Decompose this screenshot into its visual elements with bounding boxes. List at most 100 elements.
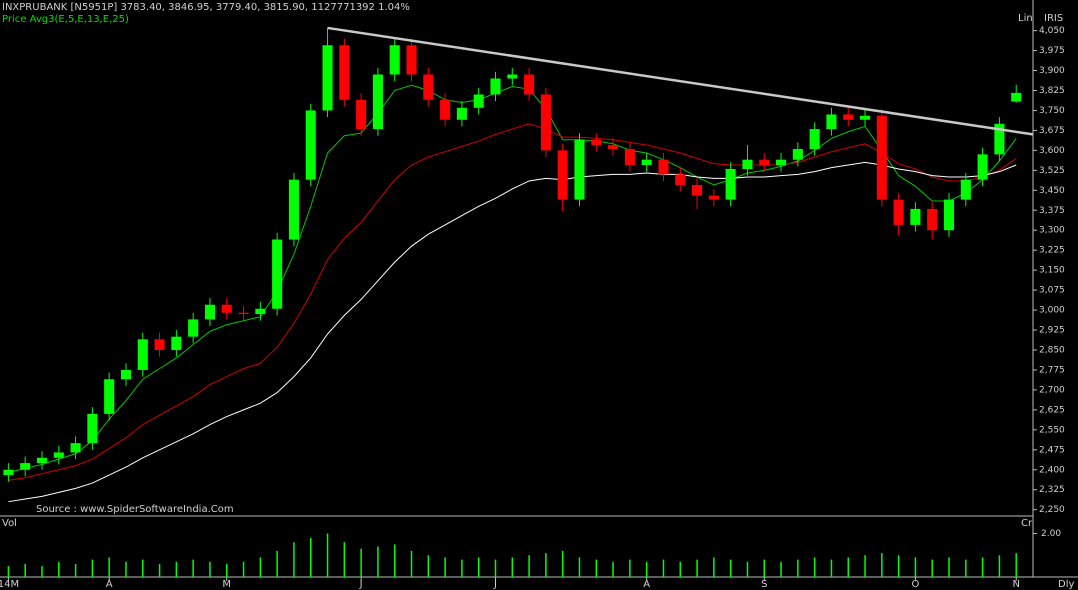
- candle-body: [876, 115, 887, 200]
- candle-body: [776, 159, 787, 166]
- trendline: [327, 26, 1034, 136]
- candle-body: [204, 304, 215, 320]
- candle-body: [658, 159, 669, 175]
- chart-subtitle: Price Avg3(E,5,E,13,E,25): [2, 14, 129, 25]
- x-tick-label: N: [1012, 579, 1019, 590]
- candle-body: [977, 154, 988, 180]
- x-tick-label: 14M: [0, 579, 19, 590]
- candle-body: [356, 99, 367, 130]
- candle-body: [524, 74, 535, 95]
- candle-body: [440, 99, 451, 120]
- y-tick-label: 3,375: [1039, 206, 1065, 216]
- candle-body: [591, 139, 602, 146]
- candle-body: [288, 179, 299, 240]
- y-tick-label: 2,625: [1039, 405, 1065, 415]
- candle-body: [238, 312, 249, 315]
- y-tick-label: 3,000: [1039, 306, 1065, 316]
- candle-body: [608, 145, 619, 150]
- candle-body: [742, 159, 753, 170]
- indicator-label: IRIS: [1044, 13, 1063, 24]
- candle-body: [154, 339, 165, 350]
- candle-body: [423, 74, 434, 100]
- candle-body: [137, 339, 148, 370]
- x-tick-label: J: [359, 579, 363, 590]
- candle-body: [792, 149, 803, 160]
- candle-body: [692, 184, 703, 196]
- candle-body: [943, 199, 955, 231]
- volume-label: Vol: [2, 518, 17, 529]
- moving-average: [8, 84, 1017, 473]
- candle-body: [960, 179, 971, 200]
- y-tick-label: 3,450: [1039, 186, 1065, 196]
- candle-body: [255, 308, 266, 315]
- candle-body: [490, 78, 501, 95]
- candle-body: [3, 469, 14, 476]
- x-tick-label: A: [643, 579, 650, 590]
- candle-body: [272, 239, 283, 309]
- y-tick-label: 2,325: [1039, 485, 1065, 495]
- candle-body: [557, 150, 568, 200]
- y-tick-label: 3,825: [1039, 86, 1065, 96]
- candle-body: [759, 159, 770, 166]
- y-tick-label: 3,600: [1039, 146, 1065, 156]
- candle-body: [188, 319, 199, 337]
- candle-body: [540, 94, 551, 151]
- candle-body: [725, 169, 736, 200]
- period-label: Dly: [1058, 579, 1074, 590]
- y-tick-label: 2,700: [1039, 385, 1065, 395]
- candle-body: [305, 110, 316, 180]
- candle-body: [389, 45, 400, 75]
- volume-tick-label: 2.00: [1041, 529, 1061, 539]
- candle-body: [675, 174, 686, 185]
- y-tick-label: 3,075: [1039, 286, 1065, 296]
- candle-body: [339, 45, 350, 100]
- y-tick-label: 3,225: [1039, 246, 1065, 256]
- moving-average: [8, 161, 1017, 503]
- candle-body: [708, 195, 719, 200]
- x-tick-label: M: [222, 579, 231, 590]
- candle-body: [221, 304, 232, 313]
- candle-body: [910, 208, 921, 225]
- candle-body: [927, 208, 938, 231]
- y-tick-label: 4,050: [1039, 26, 1065, 36]
- candle-body: [104, 379, 115, 414]
- y-tick-label: 2,250: [1039, 505, 1065, 515]
- candle-body: [809, 129, 820, 150]
- candle-body: [574, 139, 585, 200]
- candle-body: [826, 114, 837, 130]
- candle-body: [322, 45, 333, 111]
- candle-body: [843, 114, 854, 120]
- y-tick-label: 2,775: [1039, 365, 1065, 375]
- candle-body: [70, 443, 81, 453]
- candle-body: [20, 463, 31, 470]
- candle-body: [624, 149, 635, 166]
- y-tick-label: 3,975: [1039, 46, 1065, 56]
- chart-title: INXPRUBANK [N5951P] 3783.40, 3846.95, 37…: [2, 2, 410, 13]
- candle-body: [53, 452, 64, 458]
- y-tick-label: 3,750: [1039, 106, 1065, 116]
- y-tick-label: 2,850: [1039, 345, 1065, 355]
- y-tick-label: 2,550: [1039, 425, 1065, 435]
- candle-body: [372, 74, 383, 130]
- candle-body: [456, 107, 467, 120]
- y-tick-label: 3,525: [1039, 166, 1065, 176]
- y-tick-label: 2,925: [1039, 326, 1065, 336]
- candle-body: [87, 413, 98, 444]
- x-tick-label: J: [493, 579, 497, 590]
- volume-unit: Cr: [1021, 518, 1033, 529]
- candle-body: [507, 74, 518, 79]
- candle-body: [171, 336, 182, 350]
- candle-body: [859, 115, 871, 120]
- candle-body: [120, 369, 132, 380]
- x-tick-label: O: [911, 579, 919, 590]
- y-tick-label: 3,675: [1039, 126, 1065, 136]
- x-tick-label: A: [106, 579, 113, 590]
- candle-body: [36, 457, 48, 464]
- candle-body: [406, 45, 417, 75]
- y-tick-label: 2,400: [1039, 465, 1065, 475]
- candle-body: [473, 94, 484, 108]
- y-tick-label: 2,475: [1039, 445, 1065, 455]
- candle-body: [1011, 92, 1022, 102]
- candle-body: [641, 159, 652, 166]
